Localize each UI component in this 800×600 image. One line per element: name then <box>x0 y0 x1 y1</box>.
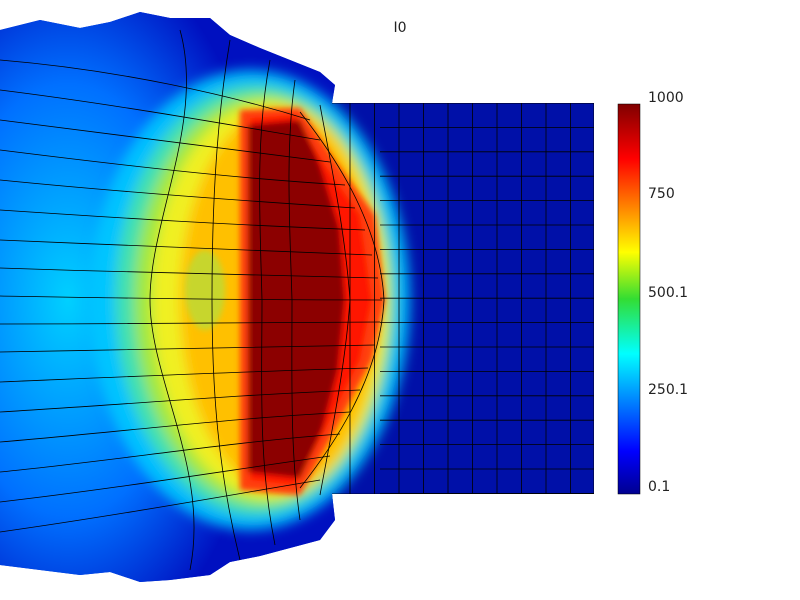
mesh-grid <box>349 102 594 494</box>
colorbar-min-label: 0.1 <box>648 479 671 495</box>
colorbar <box>617 103 641 495</box>
colorbar-tick-500: 500.1 <box>648 285 689 301</box>
plot-title: I0 <box>393 20 407 36</box>
colorbar-tick-250: 250.1 <box>648 382 689 398</box>
colorbar-max-label: 1000 <box>648 90 684 106</box>
mesh-lines <box>0 29 594 571</box>
colorbar-tick-750: 750 <box>648 186 675 202</box>
field-domain <box>0 12 594 582</box>
